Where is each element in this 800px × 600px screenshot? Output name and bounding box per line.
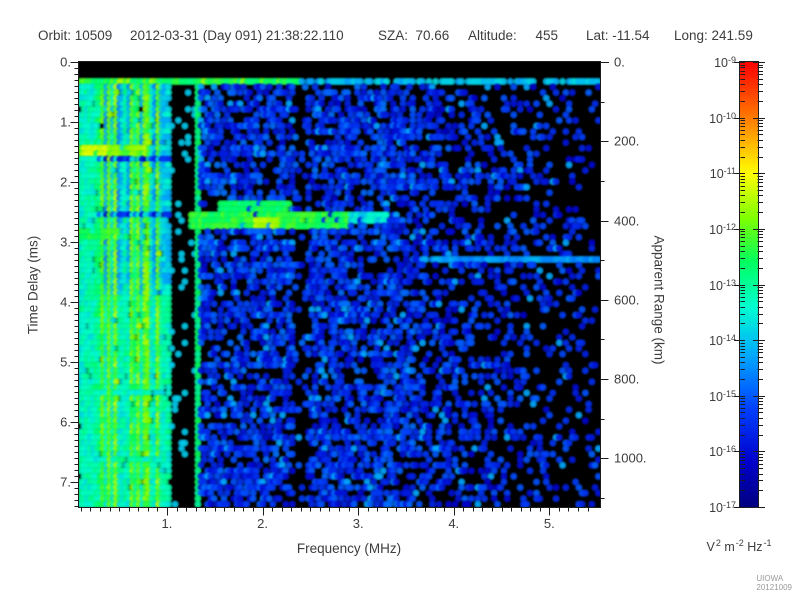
tick-label: 10-9 [714, 54, 736, 71]
tick-label: 10-12 [709, 221, 736, 237]
tick-label: 3. [60, 234, 71, 250]
spectrogram-canvas [79, 62, 600, 507]
datetime-field: 2012-03-31 (Day 091) 21:38:22.110 [130, 28, 344, 43]
tick-label: 7. [60, 474, 71, 490]
tick-label: 0. [60, 54, 71, 70]
tick-label: 10-17 [709, 499, 736, 516]
tick-label: 6. [60, 414, 71, 430]
orbit-field: Orbit: 10509 [38, 28, 113, 43]
tick-label: 10-13 [709, 277, 736, 293]
tick-label: 2. [257, 516, 268, 531]
tick-label: 400. [614, 213, 640, 228]
tick-label: 4. [60, 294, 71, 310]
watermark: UIOWA 20121009 [756, 574, 792, 592]
altitude-field: Altitude: 455 [468, 28, 559, 43]
tick-label: 10-10 [709, 110, 736, 126]
tick-label: 600. [614, 292, 640, 308]
tick-label: 10-16 [709, 444, 736, 460]
tick-label: 200. [614, 133, 640, 149]
colorbar-gradient [740, 62, 758, 507]
tick-label: 3. [352, 516, 364, 531]
tick-label: 1. [60, 114, 71, 130]
tick-label: 5. [543, 516, 555, 531]
sza-field: SZA: 70.66 [378, 28, 450, 43]
longitude-field: Long: 241.59 [674, 28, 753, 43]
y-axis-title: Time Delay (ms) [25, 235, 41, 335]
colorbar-unit-label: V2 m-2 Hz-1 [706, 538, 772, 555]
tick-label: 5. [60, 354, 71, 370]
tick-label: 0. [614, 54, 625, 70]
tick-label: 800. [614, 371, 640, 387]
tick-label: 2. [60, 174, 71, 190]
tick-label: 10-11 [709, 166, 736, 182]
tick-label: 10-14 [709, 333, 736, 349]
latitude-field: Lat: -11.54 [586, 28, 650, 43]
tick-label: 4. [448, 516, 460, 531]
tick-label: 10-15 [709, 388, 736, 404]
y2-axis-title: Apparent Range (km) [651, 235, 667, 365]
x-axis-title: Frequency (MHz) [296, 541, 402, 556]
tick-label: 1000. [614, 450, 647, 466]
tick-label: 1. [161, 516, 173, 531]
